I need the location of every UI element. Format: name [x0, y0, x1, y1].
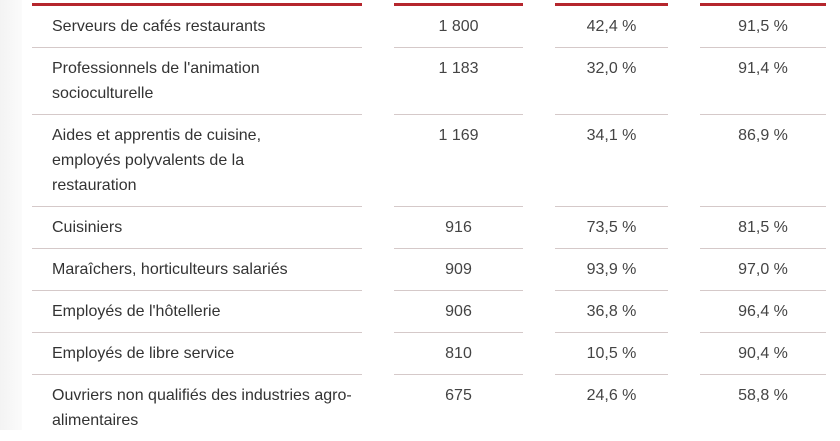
occupation-name: Serveurs de cafés restaurants — [52, 18, 266, 35]
header-rule — [32, 3, 826, 6]
headcount: 1 169 — [438, 127, 479, 144]
percent-a: 24,6 % — [586, 387, 637, 404]
occupation-name: Professionnels de l'animation sociocultu… — [52, 60, 260, 102]
percent-b: 90,4 % — [738, 345, 788, 362]
percent-b: 81,5 % — [738, 219, 788, 236]
page-margin — [0, 0, 22, 430]
percent-b: 58,8 % — [738, 387, 788, 404]
table-row: Maraîchers, horticulteurs salariés 909 9… — [32, 249, 826, 291]
percent-b: 86,9 % — [738, 127, 788, 144]
headcount: 810 — [445, 345, 472, 362]
percent-a: 93,9 % — [586, 261, 637, 278]
percent-a: 42,4 % — [586, 18, 637, 35]
percent-a: 32,0 % — [586, 60, 637, 77]
percent-b: 91,5 % — [738, 18, 788, 35]
headcount: 1 183 — [438, 60, 479, 77]
headcount: 675 — [445, 387, 472, 404]
percent-a: 36,8 % — [586, 303, 637, 320]
table-row: Cuisiniers 916 73,5 % 81,5 % — [32, 207, 826, 249]
percent-a: 10,5 % — [586, 345, 637, 362]
table-row: Professionnels de l'animation sociocultu… — [32, 48, 826, 115]
table-row: Employés de libre service 810 10,5 % 90,… — [32, 333, 826, 375]
occupation-name: Cuisiniers — [52, 219, 123, 236]
occupation-name: Maraîchers, horticulteurs salariés — [52, 261, 288, 278]
percent-b: 91,4 % — [738, 60, 788, 77]
occupation-name: Employés de l'hôtellerie — [52, 303, 221, 320]
headcount: 906 — [445, 303, 472, 320]
occupations-table: Serveurs de cafés restaurants 1 800 42,4… — [32, 3, 826, 441]
occupation-name: Aides et apprentis de cuisine, employés … — [52, 127, 262, 194]
headcount: 1 800 — [438, 18, 479, 35]
percent-b: 96,4 % — [738, 303, 788, 320]
occupation-name: Ouvriers non qualifiés des industries ag… — [52, 387, 352, 429]
table-row: Aides et apprentis de cuisine, employés … — [32, 115, 826, 207]
table-row: Serveurs de cafés restaurants 1 800 42,4… — [32, 6, 826, 48]
percent-b: 97,0 % — [738, 261, 788, 278]
headcount: 916 — [445, 219, 472, 236]
headcount: 909 — [445, 261, 472, 278]
table-row: Ouvriers non qualifiés des industries ag… — [32, 375, 826, 441]
table-row: Employés de l'hôtellerie 906 36,8 % 96,4… — [32, 291, 826, 333]
percent-a: 73,5 % — [586, 219, 637, 236]
percent-a: 34,1 % — [586, 127, 637, 144]
occupation-name: Employés de libre service — [52, 345, 235, 362]
